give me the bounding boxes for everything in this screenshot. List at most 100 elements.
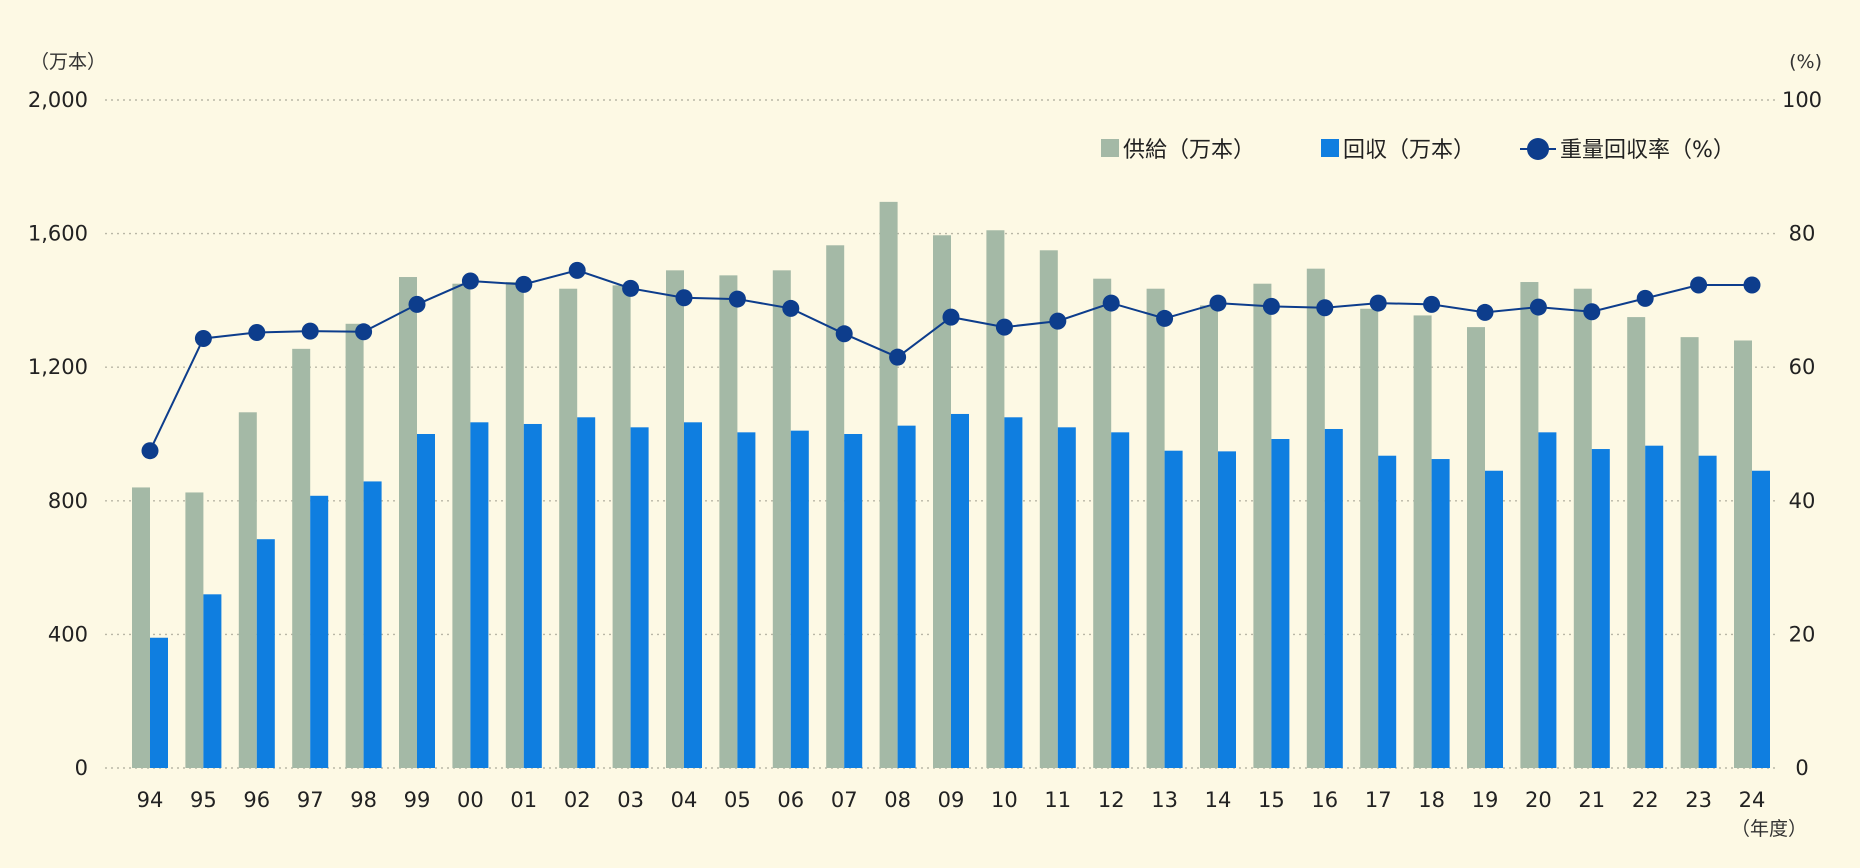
- rate-point: [1476, 303, 1494, 321]
- collection-bar: [1645, 445, 1664, 768]
- x-tick-label: 20: [1525, 788, 1552, 812]
- x-axis-label: （年度）: [1731, 818, 1807, 840]
- collection-bar: [1057, 427, 1076, 768]
- supply-bar: [399, 277, 417, 768]
- x-tick-label: 95: [190, 788, 217, 812]
- y-right-tick-label: 40: [1789, 489, 1816, 513]
- x-tick-label: 98: [350, 788, 377, 812]
- collection-bar: [1324, 428, 1343, 768]
- collection-bar: [684, 422, 702, 768]
- supply-bar: [238, 412, 257, 768]
- supply-bar: [1520, 282, 1539, 768]
- supply-bar: [1573, 288, 1592, 768]
- x-tick-label: 08: [884, 788, 911, 812]
- collection-bar: [203, 594, 222, 768]
- supply-bar: [185, 492, 204, 768]
- supply-bar: [772, 270, 791, 768]
- collection-bar: [844, 434, 863, 768]
- rate-point: [1209, 294, 1227, 312]
- y-right-tick-label: 80: [1789, 222, 1816, 246]
- supply-bar: [1200, 305, 1218, 768]
- y-left-tick-label: 800: [48, 489, 88, 513]
- rate-point: [461, 272, 479, 290]
- rate-point: [1636, 289, 1654, 307]
- supply-bar: [1360, 308, 1379, 768]
- x-tick-label: 04: [671, 788, 698, 812]
- supply-bar: [879, 201, 898, 768]
- collection-bar: [417, 434, 435, 768]
- rate-point: [995, 318, 1013, 336]
- rate-point: [248, 323, 266, 341]
- x-tick-label: 99: [404, 788, 431, 812]
- collection-bar: [1004, 417, 1023, 768]
- supply-bar: [1680, 337, 1699, 768]
- y-right-tick-label: 60: [1789, 355, 1816, 379]
- supply-bar: [666, 270, 684, 768]
- supply-bar: [986, 230, 1005, 768]
- supply-bar: [132, 487, 150, 768]
- x-tick-label: 19: [1472, 788, 1499, 812]
- x-tick-label: 07: [831, 788, 858, 812]
- rate-point: [568, 261, 586, 279]
- rate-point: [355, 323, 373, 341]
- legend-rate-label: 重量回収率（%）: [1560, 138, 1735, 163]
- x-tick-label: 23: [1685, 788, 1712, 812]
- rate-point: [728, 290, 746, 308]
- rate-point: [889, 348, 907, 366]
- x-tick-label: 14: [1205, 788, 1232, 812]
- legend-collection-swatch: [1321, 139, 1339, 157]
- supply-bar: [612, 285, 631, 768]
- bars: [132, 201, 1770, 769]
- rate-point: [141, 442, 159, 460]
- x-tick-label: 03: [617, 788, 644, 812]
- collection-bar: [256, 539, 275, 768]
- collection-bar: [577, 417, 596, 768]
- x-tick-label: 13: [1151, 788, 1178, 812]
- y-right-tick-label: 0: [1795, 756, 1808, 780]
- collection-bar: [470, 422, 489, 768]
- y-left-tick-label: 1,200: [28, 355, 88, 379]
- supply-bar: [1146, 288, 1165, 768]
- rate-point: [835, 325, 853, 343]
- y-left-unit-label: （万本）: [30, 51, 106, 73]
- y-right-unit-label: (%): [1789, 51, 1822, 73]
- collection-bar: [1378, 455, 1397, 768]
- collection-bar: [1698, 455, 1717, 768]
- x-tick-label: 96: [243, 788, 270, 812]
- supply-bar: [1253, 283, 1272, 768]
- rate-point: [1156, 309, 1174, 327]
- supply-bar: [1413, 315, 1432, 768]
- x-tick-label: 09: [938, 788, 965, 812]
- x-tick-label: 05: [724, 788, 751, 812]
- supply-bar: [1627, 317, 1646, 768]
- supply-bar: [1039, 250, 1058, 769]
- rate-point: [1049, 312, 1067, 330]
- collection-bar: [150, 637, 168, 768]
- x-tick-label: 94: [137, 788, 164, 812]
- rate-point: [1102, 294, 1120, 312]
- y-left-tick-label: 0: [75, 756, 88, 780]
- rate-point: [1690, 276, 1708, 294]
- rate-point: [1529, 298, 1547, 316]
- rate-point: [1316, 299, 1334, 317]
- x-tick-label: 18: [1418, 788, 1445, 812]
- supply-bar: [826, 245, 845, 769]
- collection-bar: [1164, 450, 1183, 768]
- legend-collection-label: 回収（万本）: [1343, 138, 1475, 163]
- x-tick-label: 10: [991, 788, 1018, 812]
- rate-point: [194, 329, 212, 347]
- x-tick-label: 21: [1578, 788, 1605, 812]
- supply-bar: [559, 288, 578, 768]
- collection-bar: [1485, 470, 1503, 768]
- supply-bar: [345, 323, 364, 768]
- x-tick-label: 22: [1632, 788, 1659, 812]
- supply-bar: [505, 282, 524, 768]
- collection-bar: [1111, 432, 1130, 768]
- y-left-tick-label: 2,000: [28, 88, 88, 112]
- x-tick-label: 17: [1365, 788, 1392, 812]
- collection-bar: [630, 427, 649, 768]
- legend-rate-marker: [1527, 138, 1549, 160]
- collection-bar: [523, 423, 542, 768]
- supply-bar: [1306, 268, 1325, 768]
